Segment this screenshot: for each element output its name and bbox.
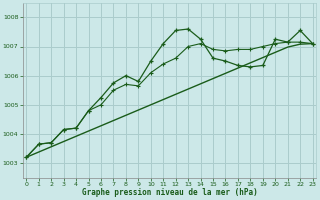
X-axis label: Graphe pression niveau de la mer (hPa): Graphe pression niveau de la mer (hPa) bbox=[82, 188, 257, 197]
